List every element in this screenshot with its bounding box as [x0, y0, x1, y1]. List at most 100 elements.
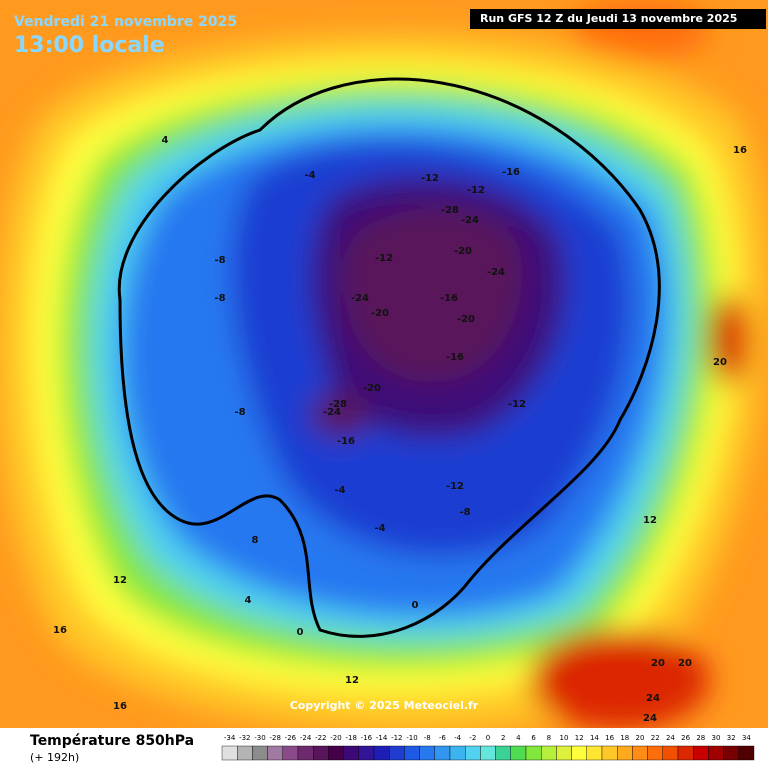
scale-label: -24 — [300, 734, 312, 742]
scale-label: -8 — [424, 734, 431, 742]
scale-swatch — [328, 745, 344, 761]
run-info: Run GFS 12 Z du Jeudi 13 novembre 2025 — [480, 12, 737, 25]
contour-label: 12 — [643, 515, 657, 526]
scale-label: 18 — [620, 734, 629, 742]
scale-label: 34 — [742, 734, 751, 742]
scale-label: -14 — [376, 734, 388, 742]
scale-swatch — [267, 745, 284, 761]
scale-swatch — [297, 745, 314, 761]
contour-label: -4 — [374, 523, 385, 534]
contour-label: -24 — [461, 215, 479, 226]
scale-label: -20 — [330, 734, 341, 742]
scale-swatch — [313, 745, 329, 761]
contour-label: 20 — [651, 658, 665, 669]
scale-swatch — [252, 745, 268, 761]
run-box — [470, 9, 766, 29]
contour-label: 12 — [113, 575, 127, 586]
contour-label: -8 — [234, 407, 245, 418]
time: 13:00 locale — [14, 33, 165, 58]
scale-swatch — [647, 745, 663, 761]
temperature-field — [0, 0, 768, 728]
scale-label: -4 — [454, 734, 462, 742]
contour-label: -16 — [337, 436, 355, 447]
scale-label: 26 — [681, 734, 690, 742]
scale-label: 2 — [501, 734, 505, 742]
contour-label: -20 — [363, 383, 381, 394]
contour-label: 8 — [252, 535, 259, 546]
scale-label: 30 — [712, 734, 721, 742]
contour-label: -12 — [375, 253, 393, 264]
scale-label: 28 — [696, 734, 705, 742]
contour-label: -8 — [214, 293, 225, 304]
scale-label: 20 — [636, 734, 645, 742]
contour-label: 16 — [113, 701, 127, 712]
scale-swatch — [221, 745, 238, 761]
scale-label: -2 — [469, 734, 476, 742]
contour-label: 12 — [345, 675, 359, 686]
contour-label: -4 — [334, 485, 345, 496]
scale-swatch — [434, 745, 451, 761]
contour-label: 16 — [733, 145, 747, 156]
scale-label: 0 — [486, 734, 490, 742]
legend-subtitle: (+ 192h) — [30, 751, 79, 764]
contour-label: -20 — [457, 314, 475, 325]
contour-label: 20 — [713, 357, 727, 368]
scale-label: 4 — [516, 734, 521, 742]
scale-label: 12 — [575, 734, 584, 742]
scale-label: -32 — [239, 734, 250, 742]
scale-label: -34 — [224, 734, 236, 742]
scale-swatch — [495, 745, 512, 761]
contour-label: 16 — [53, 625, 67, 636]
contour-label: -28 — [441, 205, 459, 216]
scale-swatch — [373, 745, 390, 761]
scale-label: -22 — [315, 734, 326, 742]
contour-label: 0 — [297, 627, 304, 638]
scale-label: 32 — [727, 734, 736, 742]
scale-label: -16 — [361, 734, 373, 742]
scale-swatch — [404, 745, 420, 761]
scale-swatch — [419, 745, 436, 761]
scale-swatch — [601, 745, 618, 761]
contour-label: 24 — [646, 693, 660, 704]
contour-label: -16 — [502, 167, 520, 178]
scale-swatch — [617, 745, 633, 761]
contour-label: -12 — [508, 399, 526, 410]
scale-swatch — [389, 745, 405, 761]
contour-label: -28 — [329, 399, 347, 410]
contour-label: -4 — [304, 170, 315, 181]
contour-label: -12 — [467, 185, 485, 196]
scale-swatch — [586, 745, 603, 761]
scale-label: -30 — [254, 734, 265, 742]
contour-label: -16 — [440, 293, 458, 304]
contour-label: -8 — [459, 507, 470, 518]
contour-label: -16 — [446, 352, 464, 363]
contour-label: 4 — [162, 135, 169, 146]
scale-label: 8 — [547, 734, 551, 742]
scale-swatch — [556, 745, 572, 761]
copyright: Copyright © 2025 Meteociel.fr — [290, 699, 479, 712]
contour-label: -24 — [323, 407, 341, 418]
legend-title: Température 850hPa — [30, 733, 194, 749]
scale-label: -26 — [285, 734, 297, 742]
scale-label: 22 — [651, 734, 660, 742]
scale-swatch — [480, 745, 496, 761]
contour-label: -24 — [487, 267, 505, 278]
scale-swatch — [738, 745, 755, 761]
scale-label: 14 — [590, 734, 599, 742]
scale-swatch — [236, 745, 253, 761]
scale-swatch — [358, 745, 375, 761]
scale-label: -10 — [406, 734, 417, 742]
scale-label: 10 — [560, 734, 569, 742]
scale-swatch — [693, 745, 709, 761]
scale-label: -6 — [439, 734, 447, 742]
scale-swatch — [723, 745, 739, 761]
contour-label: 20 — [678, 658, 692, 669]
scale-label: -12 — [391, 734, 402, 742]
contour-label: -8 — [214, 255, 225, 266]
scale-swatch — [343, 745, 360, 761]
scale-swatch — [282, 745, 299, 761]
scale-label: -28 — [269, 734, 280, 742]
scale-swatch — [449, 745, 466, 761]
scale-label: 24 — [666, 734, 675, 742]
